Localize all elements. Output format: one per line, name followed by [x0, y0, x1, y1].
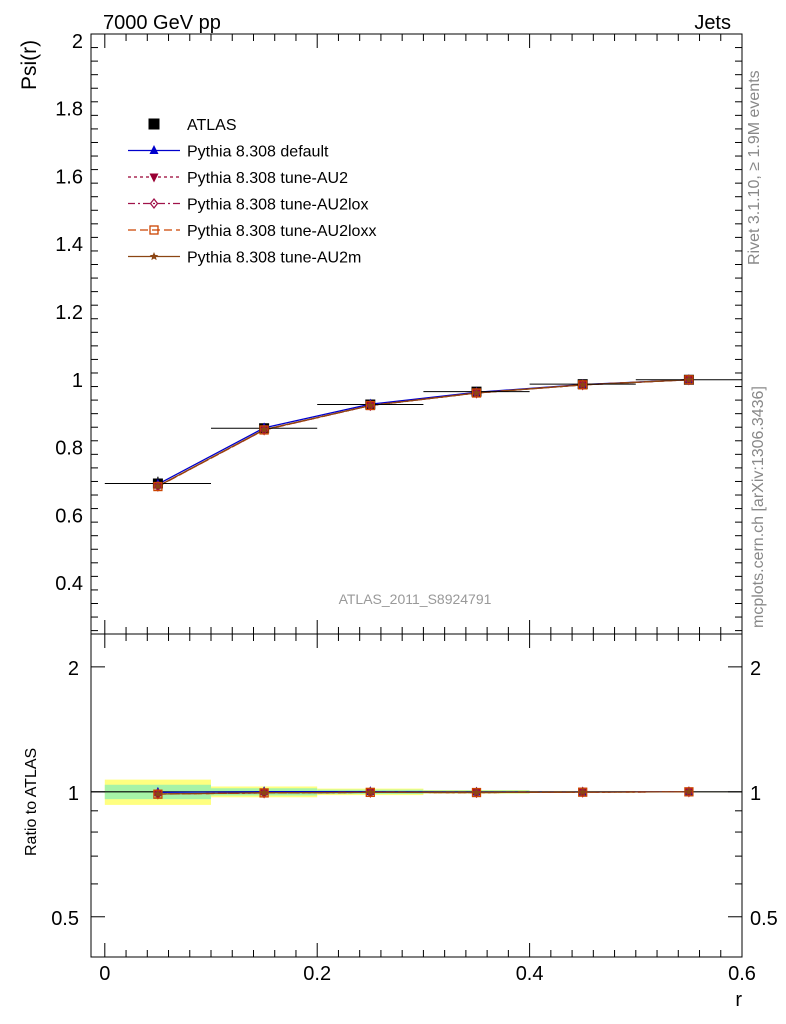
series-line-1	[157, 379, 689, 485]
ratio-series-point-5	[153, 789, 163, 798]
mcplots-reference-text: mcplots.cern.ch [arXiv:1306.3436]	[750, 386, 767, 628]
legend-marker-atlas	[148, 118, 160, 130]
ratio-y-tick-label-right: 2	[750, 658, 761, 680]
header-left: 7000 GeV pp	[103, 12, 221, 34]
x-tick-label: 0	[99, 963, 110, 985]
legend-marker-4	[149, 225, 159, 235]
series-point-5	[472, 388, 481, 397]
header-right: Jets	[694, 12, 731, 34]
series-line-3	[157, 379, 689, 487]
main-y-tick-label: 1	[72, 370, 83, 392]
series-line-4	[157, 379, 689, 488]
ratio-series-point-5	[684, 787, 694, 796]
ratio-y-tick-label-right: 1	[750, 783, 761, 805]
ratio-frame	[90, 633, 743, 958]
ratio-y-tick-label: 1	[68, 783, 79, 805]
legend-label: Pythia 8.308 tune-AU2m	[187, 250, 361, 267]
ratio-y-axis-label: Ratio to ATLAS	[23, 748, 40, 856]
main-y-tick-label: 0.6	[55, 505, 83, 527]
series-line-2	[157, 379, 689, 487]
x-tick-label: 0.4	[516, 963, 544, 985]
ratio-y-tick-label-right: 0.5	[750, 908, 778, 930]
ratio-series-point-5	[578, 787, 587, 796]
main-y-tick-label: 1.2	[55, 302, 83, 324]
legend-label: Pythia 8.308 tune-AU2	[187, 170, 348, 187]
main-y-tick-label: 1.6	[55, 166, 83, 188]
main-y-axis-label: Psi(r)	[18, 40, 41, 90]
main-y-tick-label: 0.4	[55, 573, 83, 595]
series-point-5	[366, 401, 375, 410]
main-y-tick-label: 1.4	[55, 234, 83, 256]
ratio-series-point-5	[259, 788, 269, 797]
main-panel: 0.4 0.6 0.8 1 1.2 1.4 1.6 1.8 2	[55, 31, 743, 635]
series-point-5	[684, 375, 694, 384]
series-point-5	[578, 380, 587, 389]
legend-marker-1	[149, 145, 159, 154]
x-tick-label: 0.6	[728, 963, 756, 985]
rivet-version-text: Rivet 3.1.10, ≥ 1.9M events	[746, 70, 763, 265]
legend-marker-5	[149, 252, 159, 261]
series-point-5	[259, 425, 269, 434]
main-y-tick-label: 1.8	[55, 99, 83, 121]
ratio-y-tick-label: 2	[68, 658, 79, 680]
ratio-series-line-5	[157, 791, 689, 795]
main-y-tick-label: 0.8	[55, 438, 83, 460]
series-line-5	[157, 379, 689, 487]
x-axis-label: r	[735, 989, 742, 1011]
ratio-series-point-5	[472, 788, 481, 797]
main-y-tick-label: 2	[72, 31, 83, 53]
series-point-5	[153, 481, 163, 490]
x-tick-label: 0.2	[303, 963, 331, 985]
legend-label: Pythia 8.308 default	[187, 144, 329, 161]
ratio-y-tick-label: 0.5	[51, 908, 79, 930]
legend-label: Pythia 8.308 tune-AU2loxx	[187, 223, 376, 240]
ratio-series-point-5	[366, 787, 375, 796]
legend: ATLAS Pythia 8.308 default Pythia 8.308 tu…	[128, 117, 376, 267]
analysis-watermark: ATLAS_2011_S8924791	[339, 591, 492, 607]
legend-label: ATLAS	[187, 117, 237, 134]
legend-marker-2	[149, 173, 159, 183]
legend-marker-3	[149, 197, 159, 210]
ratio-panel: 0.5 0.5 1 1 2 2 0 0.2 0.4 0.6	[51, 633, 778, 985]
legend-label: Pythia 8.308 tune-AU2lox	[187, 197, 368, 214]
